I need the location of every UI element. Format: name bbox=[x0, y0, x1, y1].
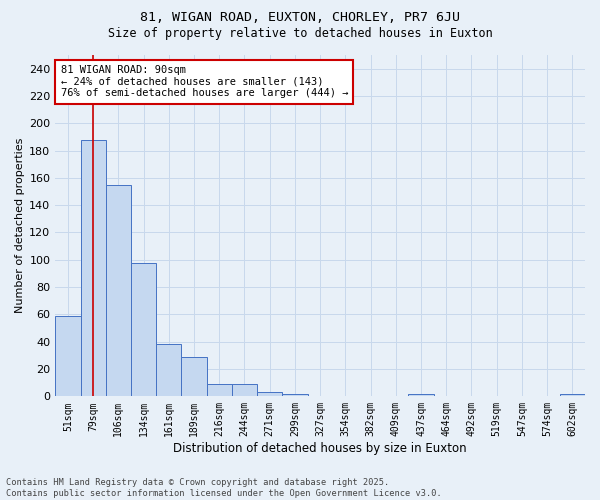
Bar bbox=[131, 262, 156, 396]
Text: Size of property relative to detached houses in Euxton: Size of property relative to detached ho… bbox=[107, 28, 493, 40]
Bar bbox=[156, 344, 181, 397]
Text: 81 WIGAN ROAD: 90sqm
← 24% of detached houses are smaller (143)
76% of semi-deta: 81 WIGAN ROAD: 90sqm ← 24% of detached h… bbox=[61, 65, 348, 98]
Bar bbox=[106, 184, 131, 396]
Bar bbox=[80, 140, 106, 396]
Bar bbox=[560, 394, 585, 396]
X-axis label: Distribution of detached houses by size in Euxton: Distribution of detached houses by size … bbox=[173, 442, 467, 455]
Bar bbox=[409, 394, 434, 396]
Bar bbox=[55, 316, 80, 396]
Bar bbox=[232, 384, 257, 396]
Bar bbox=[181, 356, 206, 397]
Bar bbox=[206, 384, 232, 396]
Bar bbox=[283, 394, 308, 396]
Y-axis label: Number of detached properties: Number of detached properties bbox=[15, 138, 25, 314]
Text: 81, WIGAN ROAD, EUXTON, CHORLEY, PR7 6JU: 81, WIGAN ROAD, EUXTON, CHORLEY, PR7 6JU bbox=[140, 11, 460, 24]
Text: Contains HM Land Registry data © Crown copyright and database right 2025.
Contai: Contains HM Land Registry data © Crown c… bbox=[6, 478, 442, 498]
Bar bbox=[257, 392, 283, 396]
